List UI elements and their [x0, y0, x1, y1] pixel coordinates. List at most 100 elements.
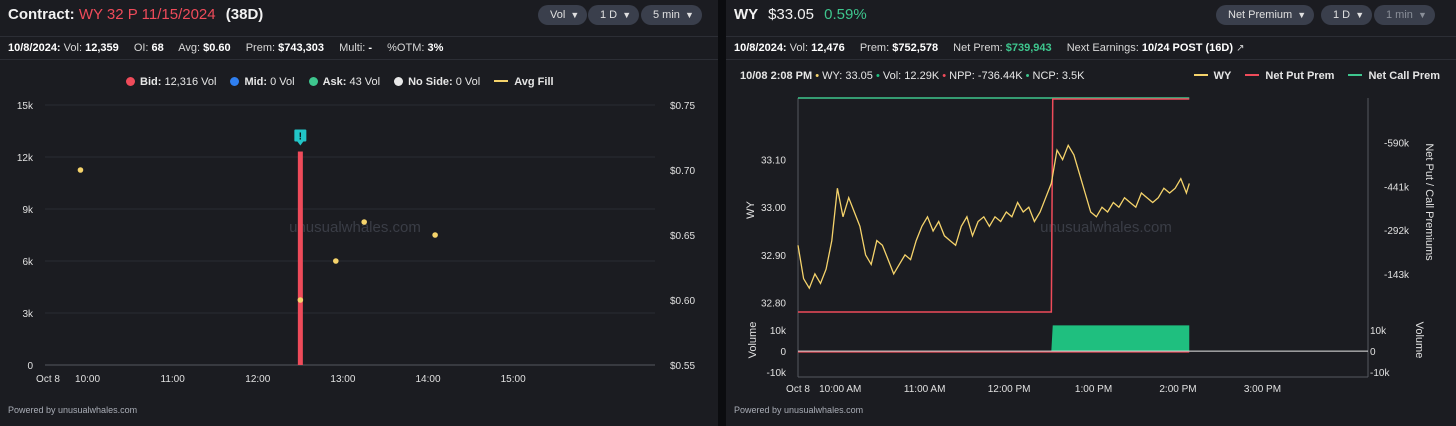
y-tick-label: 6k [22, 257, 34, 268]
x-tick-label: 14:00 [416, 374, 441, 385]
premium-chart: 32.80 32.90 33.00 33.10 -143k -292k -441k -590k… [745, 97, 1435, 395]
interval-select[interactable]: 1 min ▼ [1374, 5, 1435, 25]
contract-label: Contract: [8, 6, 75, 23]
legend-item[interactable]: WY [1193, 70, 1231, 82]
line-marker-icon [1348, 74, 1363, 76]
avg-fill-point [432, 232, 438, 238]
chart-legend: Bid: 12,316 Vol Mid: 0 Vol Ask: 43 Vol No S… [126, 76, 568, 88]
stat-net-prem: Net Prem: $739,943 [953, 42, 1052, 54]
x-tick-label: 11:00 AM [904, 384, 946, 395]
legend-item[interactable]: Ask: 43 Vol [308, 76, 380, 88]
y-tick-label: 12k [17, 153, 34, 164]
chevron-down-icon: ▼ [570, 10, 580, 20]
volume-axis-title: Volume [747, 322, 759, 359]
volume-tick-label: 0 [780, 347, 786, 358]
dot-marker-icon [308, 77, 318, 86]
y-right-tick-label: -292k [1384, 226, 1410, 237]
range-select[interactable]: 1 D ▼ [588, 5, 640, 25]
volume-tick-label: -10k [767, 368, 787, 379]
x-tick-label: 15:00 [501, 374, 526, 385]
range-select-value: 1 D [1333, 9, 1351, 21]
crosshair-tooltip: 10/08 2:08 PM • WY: 33.05 • Vol: 12.29K … [740, 70, 1085, 82]
chevron-down-icon: ▼ [1355, 10, 1365, 20]
legend-item[interactable]: No Side: 0 Vol [394, 76, 480, 88]
tooltip-ncp: NCP: 3.5K [1032, 70, 1085, 82]
interval-select-value: 5 min [653, 9, 680, 21]
ticker-panel: WY $33.05 0.59% Net Premium ▼ 1 D ▼ 1 min ▼… [726, 0, 1456, 426]
stat-next-earnings[interactable]: Next Earnings: 10/24 POST (16D) ↗ [1066, 42, 1245, 54]
y-right-tick-label: $0.65 [670, 231, 695, 242]
powered-by: Powered by unusualwhales.com [8, 405, 138, 415]
volume-right-tick-label: -10k [1370, 368, 1390, 379]
x-tick-label: 1:00 PM [1075, 384, 1112, 395]
x-tick-label: Oct 8 [36, 374, 60, 385]
chevron-down-icon: ▼ [684, 10, 694, 20]
metric-select-value: Net Premium [1228, 9, 1293, 21]
x-tick-label: 12:00 PM [988, 384, 1031, 395]
volume-area [798, 325, 1190, 352]
legend-item[interactable]: Net Call Prem [1348, 70, 1440, 82]
x-tick-label: 10:00 [75, 374, 100, 385]
y-tick-label: 32.80 [761, 298, 786, 309]
ticker-stats: 10/8/2024: Vol: 12,476 Prem: $752,578 Ne… [726, 36, 1456, 60]
tooltip-volume: Vol: 12.29K [882, 70, 940, 82]
net-put-prem-line [798, 98, 1190, 313]
contract-days: (38D) [225, 6, 264, 23]
stat-date: 10/8/2024: [734, 42, 787, 54]
interval-select[interactable]: 5 min ▼ [641, 5, 702, 25]
stat-date: 10/8/2024: [8, 42, 61, 54]
contract-stats: 10/8/2024: Vol: 12,359 OI: 68 Avg: $0.60… [0, 36, 718, 60]
volume-right-axis-title: Volume [1413, 322, 1425, 359]
line-marker-icon [1245, 74, 1260, 76]
stat-prem: Prem: $752,578 [859, 42, 939, 54]
y-right-tick-label: -441k [1384, 182, 1410, 193]
stat-otm: %OTM: 3% [387, 42, 444, 54]
chevron-down-icon: ▼ [1417, 10, 1427, 20]
x-tick-label: 2:00 PM [1159, 384, 1196, 395]
tooltip-time: 10/08 2:08 PM [740, 70, 813, 82]
legend-item[interactable]: Mid: 0 Vol [230, 76, 295, 88]
dot-marker-icon [230, 77, 240, 86]
bid-volume-bar [297, 151, 303, 365]
volume-fill-chart: 0 3k 6k 9k 12k 15k $0.55 $0.60 $0.65 $0.70 $0.75 Oc… [17, 101, 696, 385]
x-tick-label: 13:00 [330, 374, 355, 385]
avg-fill-point [297, 297, 304, 303]
avg-fill-point [361, 219, 367, 225]
range-select-value: 1 D [600, 9, 618, 21]
legend-item[interactable]: Avg Fill [494, 76, 554, 88]
chevron-down-icon: ▼ [1297, 10, 1307, 20]
y-right-tick-label: $0.55 [670, 361, 695, 372]
y-tick-label: 33.00 [761, 203, 786, 214]
external-link-icon[interactable]: ↗ [1236, 43, 1245, 54]
volume-right-tick-label: 0 [1370, 347, 1376, 358]
y-tick-label: 15k [17, 101, 34, 112]
dot-marker-icon [126, 77, 135, 86]
chart-legend: WY Net Put Prem Net Call Prem [1193, 70, 1454, 82]
stat-oi: OI: 68 [133, 42, 164, 54]
y-tick-label: 32.90 [761, 251, 786, 262]
stat-vol: Vol: 12,476 [789, 42, 845, 54]
interval-select-value: 1 min [1386, 9, 1413, 21]
x-tick-label: 10:00 AM [819, 384, 861, 395]
y-right-tick-label: -590k [1384, 138, 1410, 149]
legend-item[interactable]: Net Put Prem [1245, 70, 1334, 82]
metric-select[interactable]: Vol ▼ [538, 5, 588, 25]
watermark: unusualwhales.com [1040, 219, 1172, 236]
chevron-down-icon: ▼ [622, 10, 632, 20]
contract-header: Contract: WY 32 P 11/15/2024 (38D) [8, 6, 263, 23]
y-tick-label: 9k [22, 205, 34, 216]
marker-glyph: ! [299, 132, 302, 143]
legend-item[interactable]: Bid: 12,316 Vol [126, 76, 216, 88]
range-select[interactable]: 1 D ▼ [1321, 5, 1373, 25]
ticker-change: 0.59% [824, 6, 867, 23]
volume-tick-label: 10k [770, 326, 787, 337]
tooltip-price: WY: 33.05 [822, 70, 873, 82]
metric-select-value: Vol [550, 9, 566, 21]
y-right-tick-label: $0.60 [670, 296, 695, 307]
metric-select[interactable]: Net Premium ▼ [1216, 5, 1315, 25]
contract-symbol[interactable]: WY 32 P 11/15/2024 [78, 6, 216, 23]
ticker-symbol[interactable]: WY [734, 6, 758, 23]
y-right-axis-title: Net Put / Call Premiums [1423, 143, 1435, 261]
line-dot-marker-icon [494, 80, 509, 82]
y-tick-label: 33.10 [761, 156, 786, 167]
